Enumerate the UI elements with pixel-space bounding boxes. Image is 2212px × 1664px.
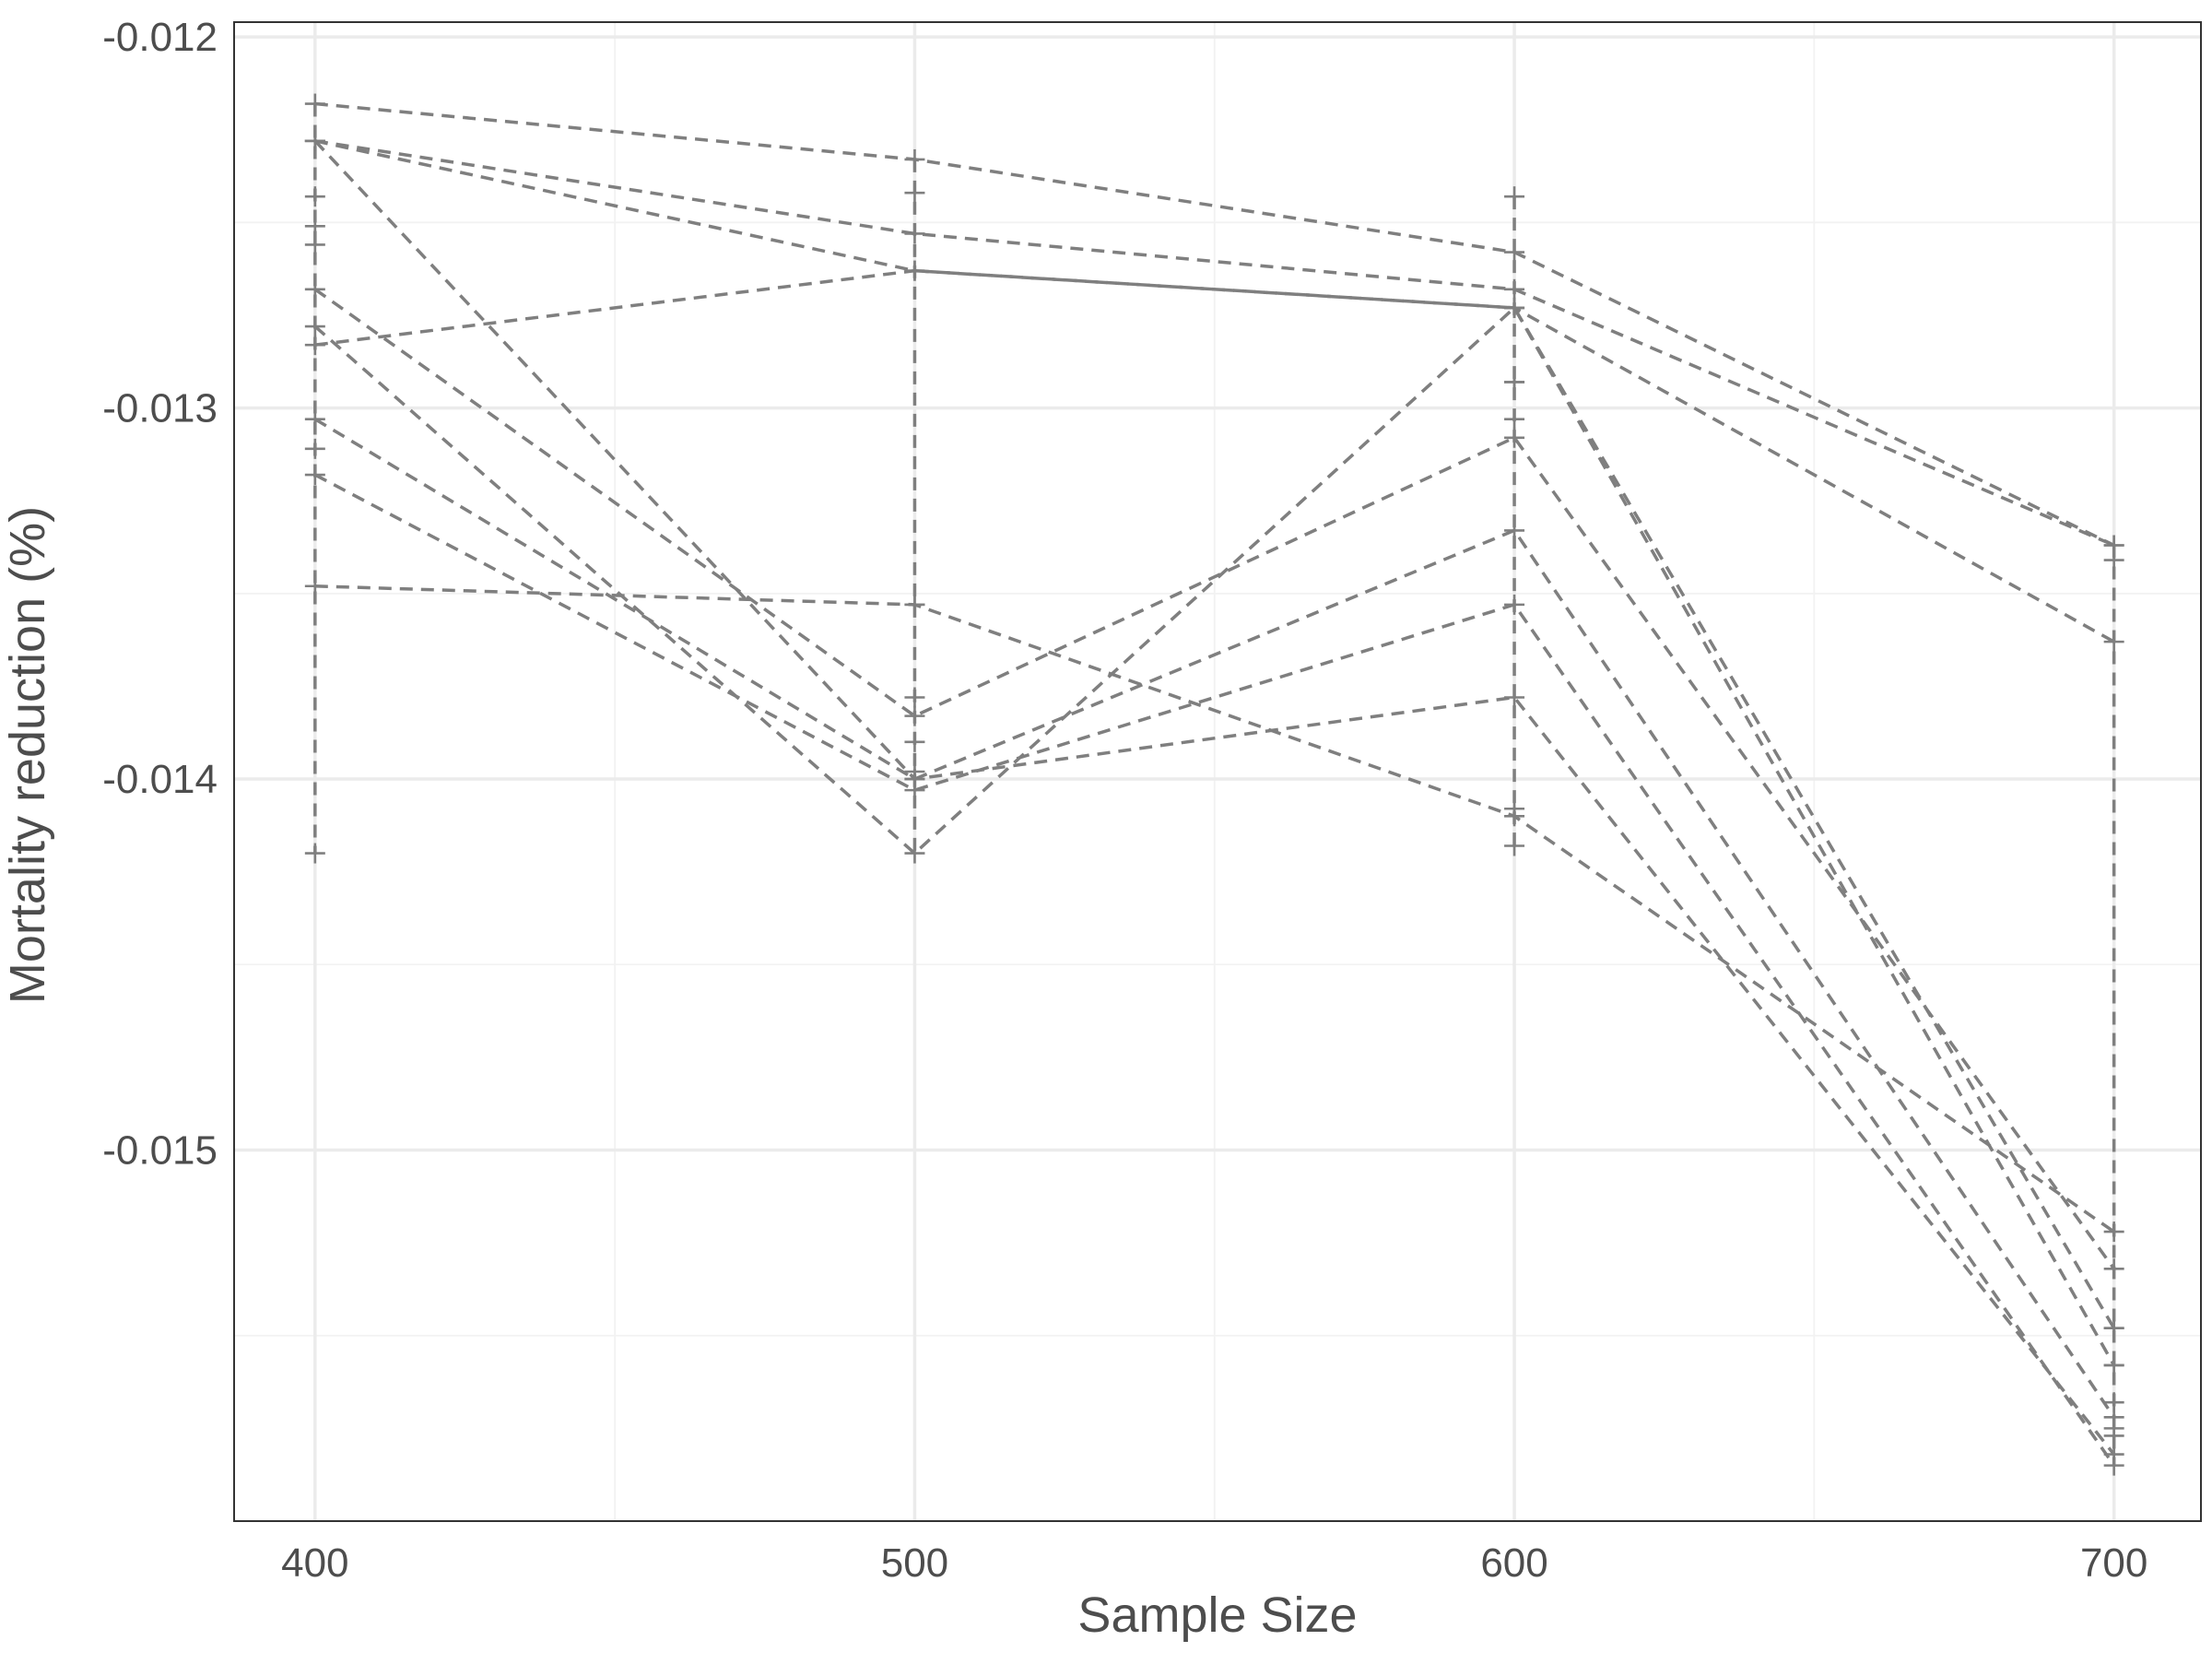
data-point (304, 575, 325, 596)
data-point (1504, 798, 1525, 820)
y-axis-ticks: -0.012 -0.013 -0.014 -0.015 (102, 15, 218, 1173)
data-point (304, 316, 325, 337)
data-point (904, 183, 925, 204)
data-point (304, 130, 325, 151)
data-point (2103, 1455, 2124, 1476)
y-axis-title: Mortality reduction (%) (0, 506, 55, 1004)
data-point (304, 216, 325, 237)
data-point (1504, 427, 1525, 448)
gridlines (234, 22, 2201, 1521)
data-point (1504, 687, 1525, 708)
data-point (304, 234, 325, 255)
series-line-6 (313, 418, 2116, 1419)
data-point (904, 761, 925, 782)
data-point (1504, 408, 1525, 430)
data-point (1504, 186, 1525, 207)
data-point (1504, 594, 1525, 615)
data-point (304, 408, 325, 430)
data-point (2103, 1425, 2124, 1446)
series-line-9 (314, 473, 2116, 1467)
data-point (904, 223, 925, 244)
data-point (304, 438, 325, 459)
data-point (2103, 1392, 2124, 1413)
data-points (304, 93, 2124, 1476)
y-tick-label: -0.013 (102, 386, 218, 431)
series-line-7 (313, 139, 2116, 1456)
x-tick-label: 700 (2080, 1540, 2147, 1586)
y-tick-label: -0.012 (102, 15, 218, 60)
data-point (904, 843, 925, 864)
data-point (2103, 631, 2124, 653)
data-point (2103, 1317, 2124, 1339)
x-tick-label: 600 (1480, 1540, 1547, 1586)
data-point (304, 335, 325, 356)
data-point (2103, 1354, 2124, 1375)
data-point (2103, 1258, 2124, 1280)
y-tick-label: -0.014 (102, 757, 218, 802)
x-axis-ticks: 400 500 600 700 (281, 1540, 2147, 1586)
series-line-2 (314, 139, 2115, 548)
data-point (1504, 520, 1525, 541)
data-point (1504, 835, 1525, 856)
series-line-10 (313, 305, 2116, 1366)
series-line-3 (314, 139, 2115, 643)
data-point (904, 594, 925, 615)
data-point (904, 731, 925, 752)
series-line-8 (314, 584, 2115, 1233)
data-point (2103, 549, 2124, 571)
series-lines (313, 101, 2116, 1467)
data-point (904, 780, 925, 801)
data-point (904, 705, 925, 726)
data-point (904, 148, 925, 170)
panel-border (233, 21, 2202, 1522)
data-point (904, 687, 925, 708)
x-tick-label: 500 (881, 1540, 948, 1586)
data-point (304, 843, 325, 864)
data-point (2103, 1221, 2124, 1243)
data-point (304, 278, 325, 300)
data-point (1504, 242, 1525, 263)
series-line-5 (313, 288, 2116, 1270)
data-point (1504, 278, 1525, 300)
data-point (904, 260, 925, 281)
y-tick-label: -0.015 (102, 1128, 218, 1174)
x-tick-label: 400 (281, 1540, 348, 1586)
x-axis-title: Sample Size (1077, 1587, 1357, 1643)
data-point (304, 93, 325, 114)
data-point (304, 186, 325, 207)
data-point (1504, 372, 1525, 393)
data-point (1504, 297, 1525, 318)
series-line-4 (314, 268, 2116, 1329)
series-line-1 (314, 101, 2115, 548)
data-point (304, 465, 325, 486)
